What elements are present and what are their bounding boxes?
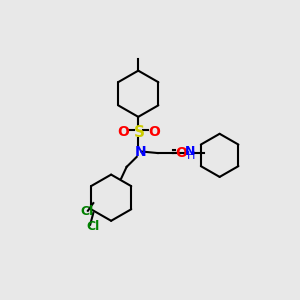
Text: O: O	[176, 146, 187, 160]
Text: N: N	[135, 145, 147, 158]
Text: Cl: Cl	[86, 220, 100, 233]
Text: H: H	[187, 151, 196, 161]
Text: Cl: Cl	[80, 205, 93, 218]
Text: N: N	[185, 145, 195, 158]
Text: S: S	[134, 125, 145, 140]
Text: O: O	[148, 125, 160, 139]
Text: O: O	[117, 125, 129, 139]
